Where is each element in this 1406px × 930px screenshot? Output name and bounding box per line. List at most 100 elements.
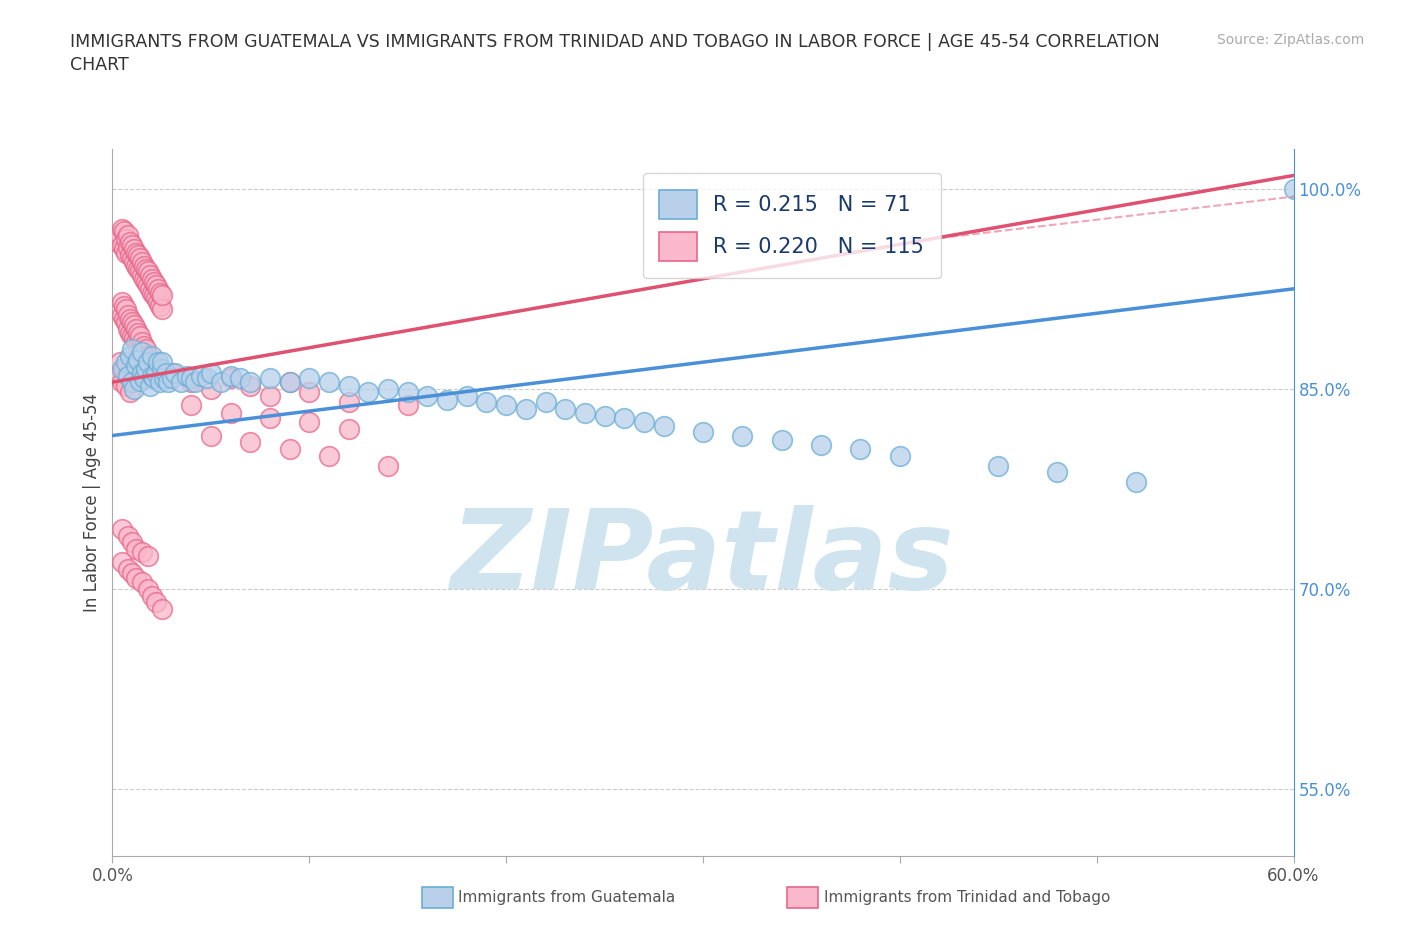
Point bbox=[121, 328, 143, 343]
Point bbox=[219, 371, 242, 386]
Point bbox=[111, 555, 134, 570]
Point bbox=[259, 371, 281, 386]
Point bbox=[731, 428, 754, 443]
Point bbox=[115, 314, 138, 329]
Point bbox=[593, 408, 616, 423]
Point bbox=[141, 286, 163, 300]
Point bbox=[396, 384, 419, 399]
Point bbox=[115, 246, 138, 260]
Point bbox=[165, 365, 187, 380]
Point bbox=[117, 240, 139, 255]
Point bbox=[117, 228, 139, 243]
Point bbox=[125, 246, 148, 260]
Point bbox=[122, 317, 145, 332]
Point bbox=[125, 541, 148, 556]
Point bbox=[131, 268, 153, 283]
Point bbox=[150, 301, 173, 316]
Point bbox=[318, 448, 340, 463]
Text: CHART: CHART bbox=[70, 56, 129, 73]
Point bbox=[141, 588, 163, 603]
Point bbox=[150, 602, 173, 617]
Point bbox=[112, 299, 135, 313]
Point bbox=[111, 295, 134, 310]
Text: Source: ZipAtlas.com: Source: ZipAtlas.com bbox=[1216, 33, 1364, 46]
Point bbox=[770, 432, 793, 447]
Point bbox=[110, 354, 132, 369]
Point bbox=[160, 365, 183, 380]
Point bbox=[112, 312, 135, 327]
Y-axis label: In Labor Force | Age 45-54: In Labor Force | Age 45-54 bbox=[83, 392, 101, 612]
Point bbox=[1282, 181, 1305, 196]
Point bbox=[239, 434, 262, 449]
Point bbox=[337, 394, 360, 409]
Point bbox=[278, 375, 301, 390]
Point bbox=[987, 458, 1010, 473]
Point bbox=[129, 264, 152, 279]
Point bbox=[436, 392, 458, 407]
Point bbox=[495, 397, 517, 412]
Point bbox=[1046, 464, 1069, 479]
Point bbox=[534, 394, 557, 409]
Point bbox=[239, 379, 262, 393]
Point bbox=[142, 371, 165, 386]
Point bbox=[259, 411, 281, 426]
Point bbox=[136, 362, 159, 377]
Point bbox=[132, 259, 155, 273]
Point bbox=[149, 375, 172, 390]
Point bbox=[357, 384, 380, 399]
Point bbox=[219, 405, 242, 420]
Point bbox=[120, 312, 142, 327]
Point bbox=[195, 371, 218, 386]
Text: IMMIGRANTS FROM GUATEMALA VS IMMIGRANTS FROM TRINIDAD AND TOBAGO IN LABOR FORCE : IMMIGRANTS FROM GUATEMALA VS IMMIGRANTS … bbox=[70, 33, 1160, 50]
Point bbox=[131, 255, 153, 270]
Point bbox=[136, 277, 159, 292]
Point bbox=[136, 581, 159, 596]
Point bbox=[298, 371, 321, 386]
Point bbox=[115, 354, 138, 369]
Point bbox=[145, 595, 167, 610]
Point bbox=[121, 371, 143, 386]
Point bbox=[131, 335, 153, 350]
Point bbox=[110, 228, 132, 243]
Point bbox=[810, 437, 832, 452]
Point bbox=[692, 424, 714, 439]
Point bbox=[337, 421, 360, 436]
Point bbox=[115, 232, 138, 247]
Point bbox=[145, 291, 167, 306]
Point bbox=[278, 442, 301, 457]
Point bbox=[184, 375, 207, 390]
Point bbox=[146, 354, 169, 369]
Point bbox=[117, 528, 139, 543]
Point bbox=[141, 348, 163, 363]
Point bbox=[200, 381, 222, 396]
Point bbox=[149, 299, 172, 313]
Text: Immigrants from Guatemala: Immigrants from Guatemala bbox=[458, 890, 676, 905]
Point bbox=[127, 326, 149, 340]
Point bbox=[1125, 474, 1147, 489]
Point bbox=[111, 221, 134, 236]
Point bbox=[142, 274, 165, 289]
Point bbox=[112, 242, 135, 257]
Point bbox=[129, 251, 152, 266]
Point bbox=[121, 565, 143, 580]
Text: ZIPatlas: ZIPatlas bbox=[451, 505, 955, 612]
Point bbox=[889, 448, 911, 463]
Point bbox=[142, 288, 165, 303]
Point bbox=[200, 365, 222, 380]
Point bbox=[112, 362, 135, 377]
Point bbox=[456, 388, 478, 403]
Point bbox=[180, 397, 202, 412]
Point bbox=[613, 411, 636, 426]
Point bbox=[145, 365, 167, 380]
Point bbox=[121, 341, 143, 356]
Point bbox=[122, 255, 145, 270]
Point bbox=[180, 371, 202, 386]
Point bbox=[125, 357, 148, 372]
Point bbox=[219, 368, 242, 383]
Point bbox=[111, 237, 134, 252]
Point bbox=[111, 522, 134, 537]
Point bbox=[141, 272, 163, 287]
Point bbox=[337, 379, 360, 393]
Point bbox=[633, 415, 655, 430]
Point bbox=[135, 341, 157, 356]
